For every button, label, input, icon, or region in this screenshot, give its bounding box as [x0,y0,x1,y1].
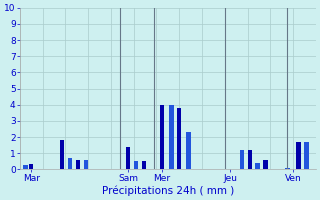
Bar [84,160,88,169]
Bar [285,168,290,169]
Bar [29,164,34,169]
Bar [68,158,72,169]
Bar [263,160,268,169]
Bar [23,165,28,169]
Bar [60,140,64,169]
Bar [296,142,301,169]
Bar [304,142,309,169]
Bar [126,147,130,169]
Bar [134,161,138,169]
X-axis label: Précipitations 24h ( mm ): Précipitations 24h ( mm ) [102,185,234,196]
Bar [177,108,181,169]
Bar [255,163,260,169]
Bar [142,161,146,169]
Bar [76,160,80,169]
Bar [248,150,252,169]
Bar [186,132,191,169]
Bar [169,105,173,169]
Bar [160,105,164,169]
Bar [240,150,244,169]
